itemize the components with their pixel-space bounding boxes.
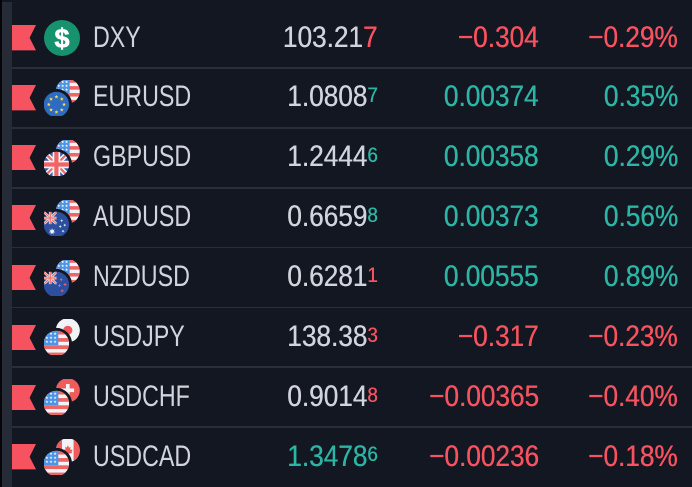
svg-text:$: $: [54, 23, 69, 53]
